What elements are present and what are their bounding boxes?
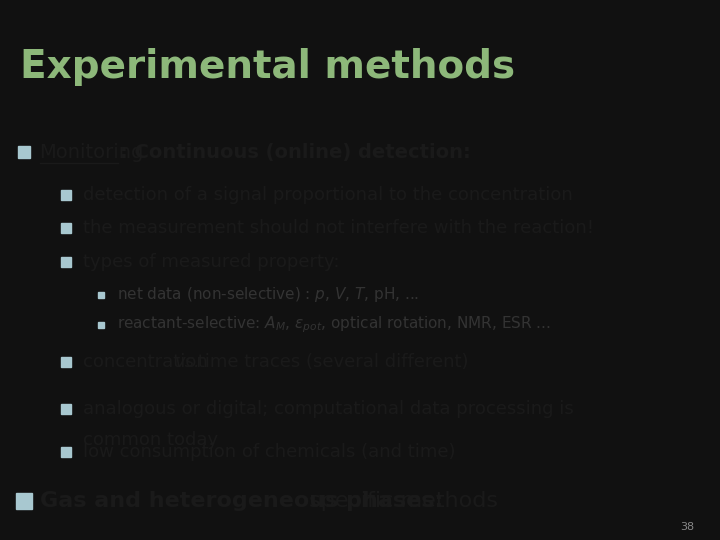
Text: analogous or digital; computational data processing is: analogous or digital; computational data… xyxy=(83,401,574,418)
Text: the measurement should not interfere with the reaction!: the measurement should not interfere wit… xyxy=(83,219,594,238)
Text: vs.: vs. xyxy=(175,353,201,371)
Text: 38: 38 xyxy=(680,522,695,532)
Text: Gas and heterogeneous phases:: Gas and heterogeneous phases: xyxy=(40,491,443,511)
Text: specific methods: specific methods xyxy=(302,491,498,511)
Text: time traces (several different): time traces (several different) xyxy=(192,353,469,371)
Text: types of measured property:: types of measured property: xyxy=(83,253,339,271)
Text: common today: common today xyxy=(83,431,218,449)
Text: Experimental methods: Experimental methods xyxy=(20,49,516,86)
Text: Monitoring: Monitoring xyxy=(40,143,144,161)
Text: low consumption of chemicals (and time): low consumption of chemicals (and time) xyxy=(83,443,455,461)
Text: concentration: concentration xyxy=(83,353,213,371)
Text: detection of a signal proportional to the concentration: detection of a signal proportional to th… xyxy=(83,186,572,204)
Text: net data (non-selective) : $p$, $V$, $T$, pH, ...: net data (non-selective) : $p$, $V$, $T$… xyxy=(117,286,420,305)
Text: reactant-selective: $A_M$, $\varepsilon_{pot}$, optical rotation, NMR, ESR ...: reactant-selective: $A_M$, $\varepsilon_… xyxy=(117,314,552,335)
Text: : Continuous (online) detection:: : Continuous (online) detection: xyxy=(120,143,471,161)
